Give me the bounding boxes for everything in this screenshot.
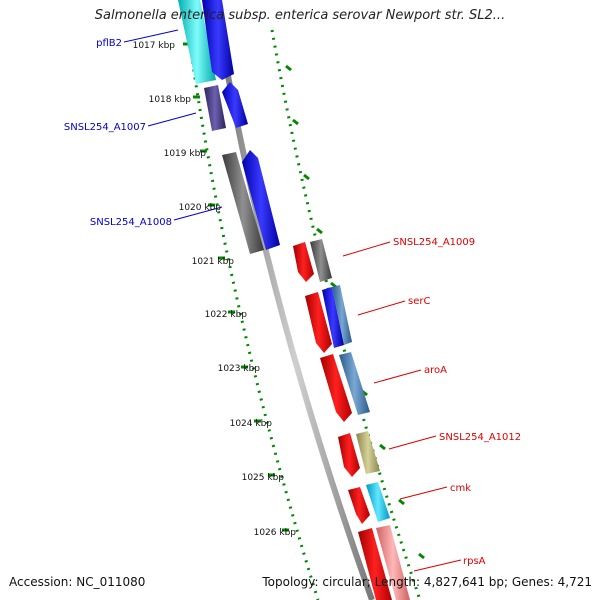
gene-purple-feature[interactable]: [204, 85, 226, 131]
gene-SNSL254_A1008[interactable]: [242, 150, 280, 250]
tick-label: 1018 kbp: [149, 95, 192, 105]
label-leaders: [123, 29, 462, 572]
gene-label-SNSL254_A1012[interactable]: SNSL254_A1012: [439, 432, 521, 443]
gene-khaki-feature[interactable]: [356, 431, 380, 474]
tick-label: 1022 kbp: [205, 310, 248, 320]
gene-steel-feature-serC[interactable]: [332, 285, 352, 345]
gene-pink-feature[interactable]: [376, 525, 410, 600]
gene-label-SNSL254_A1007[interactable]: SNSL254_A1007: [64, 122, 146, 133]
tick-label: 1017 kbp: [133, 41, 176, 51]
tick-label: 1026 kbp: [254, 528, 297, 538]
gene-blue-feature-serC[interactable]: [322, 287, 344, 348]
gene-rpsA[interactable]: [358, 528, 392, 600]
gene-cyan-feature[interactable]: [178, 0, 216, 84]
topology-info: Topology: circular; Length: 4,827,641 bp…: [262, 575, 592, 589]
tick-label: 1025 kbp: [242, 473, 285, 483]
gene-label-aroA[interactable]: aroA: [424, 365, 447, 376]
tick-label: 1023 kbp: [218, 364, 261, 374]
tick-label: 1020 kbp: [179, 203, 222, 213]
gene-cmk[interactable]: [348, 487, 370, 524]
tick-marks: [183, 42, 425, 560]
gene-SNSL254_A1009[interactable]: [293, 242, 314, 282]
tick-label: 1019 kbp: [164, 149, 207, 159]
gene-serC[interactable]: [305, 292, 332, 353]
tick-label: 1021 kbp: [192, 257, 235, 267]
gene-label-SNSL254_A1008[interactable]: SNSL254_A1008: [90, 217, 172, 228]
gene-lightcyan-feature[interactable]: [366, 482, 390, 522]
gene-pflB2[interactable]: [202, 0, 234, 80]
gene-SNSL254_A1012[interactable]: [338, 433, 360, 477]
gene-label-SNSL254_A1009[interactable]: SNSL254_A1009: [393, 237, 475, 248]
accession-label: Accession: NC_011080: [9, 575, 146, 589]
gene-SNSL254_A1007[interactable]: [222, 82, 248, 128]
genome-title: Salmonella enterica subsp. enterica sero…: [94, 8, 506, 23]
gene-label-cmk[interactable]: cmk: [450, 483, 471, 494]
gene-label-serC[interactable]: serC: [408, 296, 430, 307]
gene-steel-feature-aroA[interactable]: [339, 352, 370, 415]
tick-label: 1024 kbp: [230, 419, 273, 429]
gene-gray-feature-1009[interactable]: [310, 239, 332, 282]
gene-aroA[interactable]: [320, 354, 352, 422]
gene-label-pflB2[interactable]: pflB2: [96, 38, 122, 49]
gene-label-rpsA[interactable]: rpsA: [463, 556, 486, 567]
gene-gray-feature-1008[interactable]: [222, 152, 264, 254]
